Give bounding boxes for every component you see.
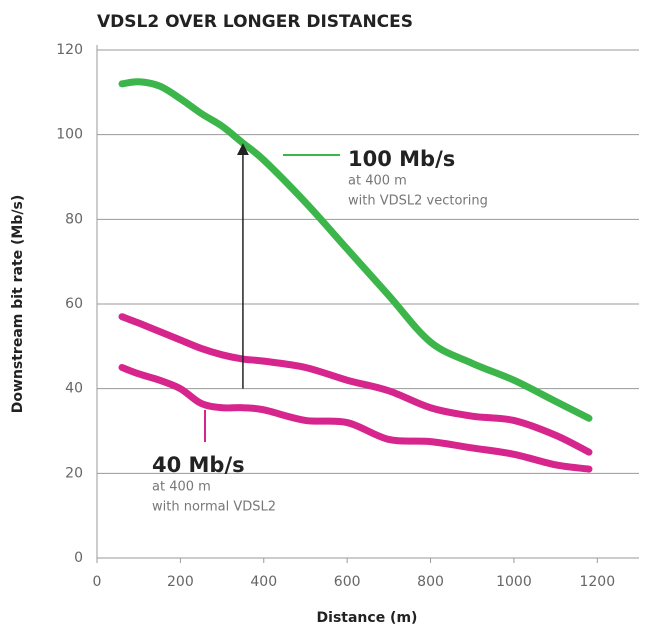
annotation-headline: 100 Mb/s: [348, 147, 455, 171]
x-axis-label: Distance (m): [317, 610, 418, 626]
y-tick-label: 120: [56, 42, 83, 58]
y-tick-label: 20: [65, 465, 83, 481]
x-tick-label: 200: [167, 574, 194, 590]
series-line: [118, 313, 593, 456]
x-tick-label: 1000: [496, 574, 532, 590]
y-tick-label: 60: [65, 296, 83, 312]
x-tick-label: 0: [93, 574, 102, 590]
y-tick-label: 80: [65, 211, 83, 227]
y-tick-label: 0: [74, 550, 83, 566]
x-tick-label: 400: [250, 574, 277, 590]
annotation-text: with VDSL2 vectoring: [348, 194, 488, 209]
series-line: [118, 78, 593, 422]
y-axis-label: Downstream bit rate (Mb/s): [10, 195, 26, 413]
annotation-text: with normal VDSL2: [152, 500, 276, 515]
series-line: [118, 364, 593, 473]
annotation-text: at 400 m: [152, 480, 211, 495]
y-tick-label: 100: [56, 127, 83, 143]
annotation-text: at 400 m: [348, 174, 407, 189]
x-tick-label: 1200: [579, 574, 615, 590]
annotation-headline: 40 Mb/s: [152, 453, 245, 477]
x-tick-label: 600: [334, 574, 361, 590]
chart-title: VDSL2 OVER LONGER DISTANCES: [97, 12, 413, 32]
y-tick-label: 40: [65, 381, 83, 397]
x-tick-label: 800: [417, 574, 444, 590]
